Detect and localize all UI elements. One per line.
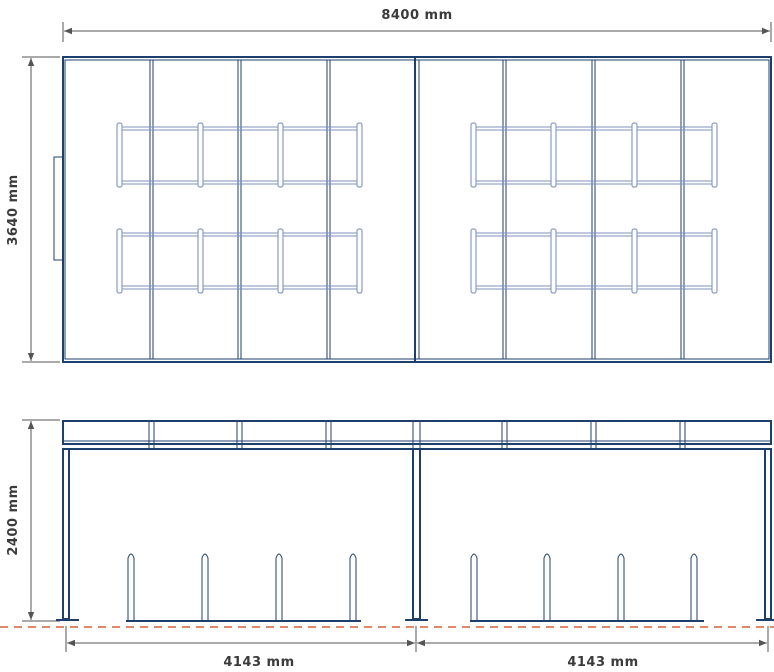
elevation-view bbox=[56, 420, 774, 622]
height-dimension: 2400 mm bbox=[6, 419, 60, 622]
bike-rack-plan-left-top bbox=[116, 122, 363, 188]
roof-rafters bbox=[149, 60, 685, 359]
bay-left-label: 4143 mm bbox=[223, 655, 294, 670]
side-bracket bbox=[53, 156, 64, 261]
bike-rack-plan-left-bottom bbox=[116, 228, 363, 294]
bay-right-label: 4143 mm bbox=[567, 655, 638, 670]
bike-rack-elevation-left bbox=[126, 553, 361, 622]
height-dimension-label: 2400 mm bbox=[6, 484, 21, 555]
depth-dimension-label: 3640 mm bbox=[6, 174, 21, 245]
bay-dimensions: 4143 mm 4143 mm bbox=[65, 626, 769, 670]
width-dimension: 8400 mm bbox=[62, 8, 772, 42]
bike-rack-elevation-right bbox=[470, 553, 704, 622]
depth-dimension: 3640 mm bbox=[6, 56, 60, 363]
plan-view bbox=[53, 56, 772, 363]
roof-rafter-ends bbox=[148, 420, 686, 450]
bike-rack-plan-right-top bbox=[470, 122, 718, 188]
columns bbox=[56, 448, 774, 621]
bike-rack-plan-right-bottom bbox=[470, 228, 718, 294]
width-dimension-label: 8400 mm bbox=[381, 8, 452, 23]
